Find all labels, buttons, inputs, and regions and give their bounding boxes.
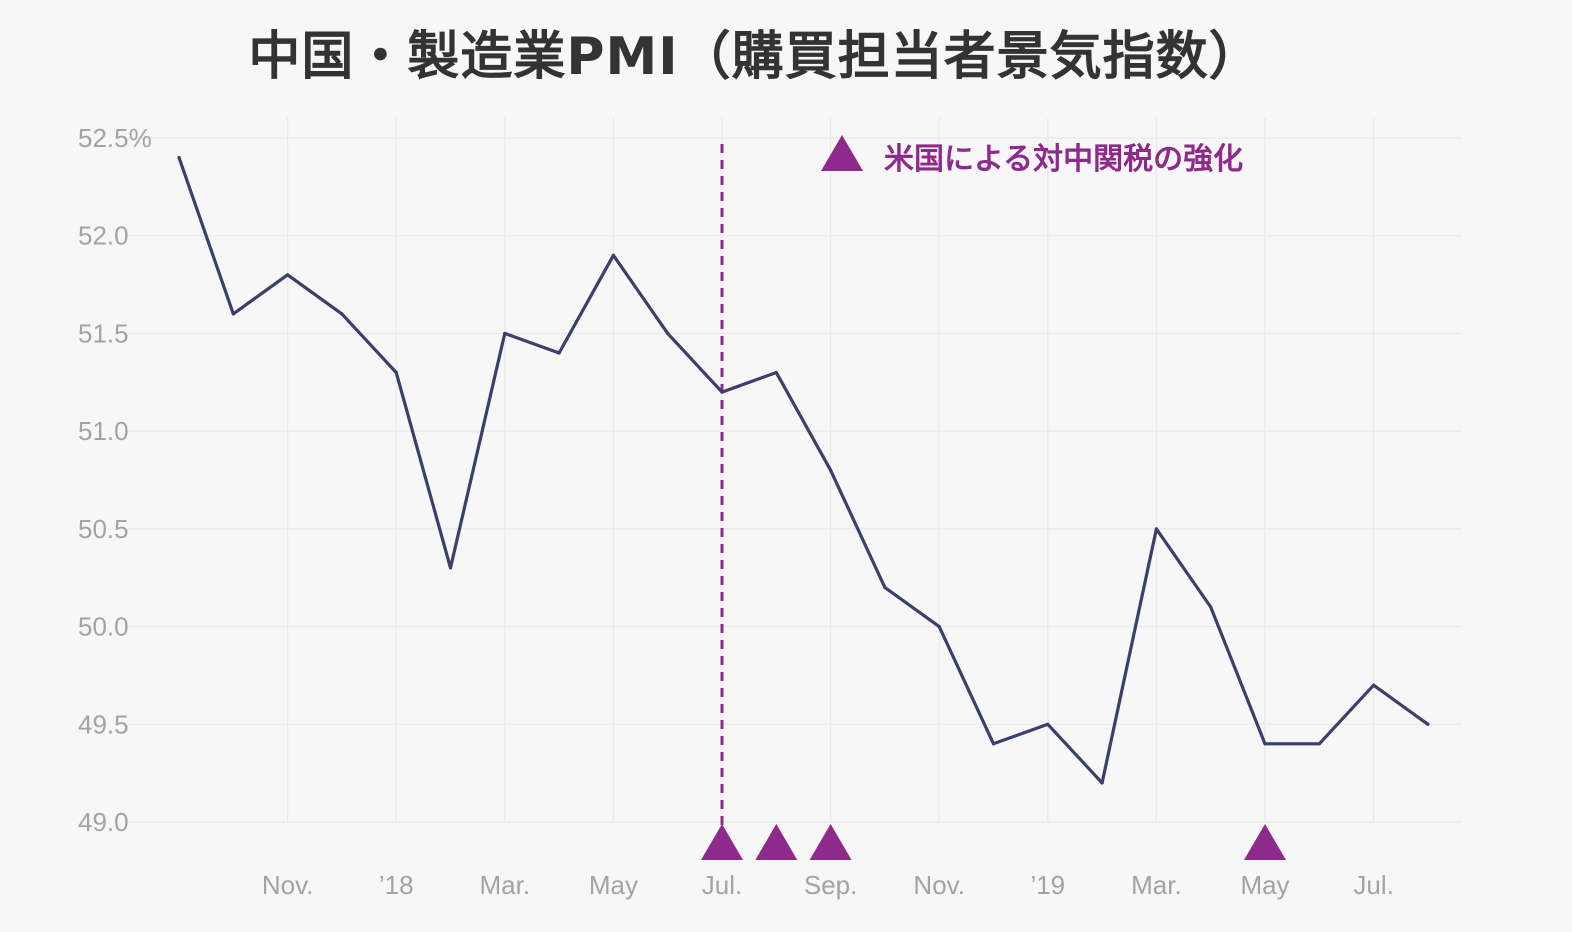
data-point xyxy=(1372,683,1376,687)
data-point xyxy=(1426,722,1430,726)
y-tick-label: 51.5 xyxy=(78,318,129,348)
x-tick-label: Mar. xyxy=(1131,870,1182,900)
series-layer xyxy=(177,155,1430,785)
data-point xyxy=(503,331,507,335)
data-point xyxy=(557,351,561,355)
x-tick-label: Nov. xyxy=(262,870,314,900)
tariff-marker-triangle xyxy=(1244,824,1286,860)
data-point xyxy=(666,331,670,335)
data-point xyxy=(774,370,778,375)
data-point xyxy=(394,370,398,375)
tariff-marker-triangle xyxy=(755,824,798,860)
y-tick-label: 51.0 xyxy=(78,416,129,446)
legend: 米国による対中関税の強化 xyxy=(821,135,1243,177)
data-point xyxy=(448,566,453,570)
data-point xyxy=(991,742,996,746)
data-point xyxy=(720,390,724,394)
data-point xyxy=(1046,722,1050,726)
tariff-markers xyxy=(701,824,1286,860)
tariff-marker-triangle xyxy=(809,824,852,860)
x-tick-label: Mar. xyxy=(480,870,531,900)
y-tick-label: 52.5% xyxy=(78,123,152,153)
data-point xyxy=(1263,742,1267,746)
data-point xyxy=(286,273,290,277)
data-point xyxy=(231,312,235,316)
legend-triangle-icon xyxy=(821,135,863,171)
data-point xyxy=(1100,781,1104,785)
x-tick-label: May xyxy=(589,870,638,900)
x-tick-label: May xyxy=(1240,870,1289,900)
legend-label: 米国による対中関税の強化 xyxy=(884,142,1243,177)
x-tick-label: Jul. xyxy=(702,870,742,900)
tariff-marker-triangle xyxy=(701,824,743,860)
x-tick-label: Jul. xyxy=(1353,870,1393,900)
series-line xyxy=(177,156,1429,785)
data-point xyxy=(340,312,344,316)
x-tick-label: ’18 xyxy=(379,870,414,900)
grid-layer xyxy=(128,118,1462,823)
x-axis: Nov. ’18 Mar. May Jul. Sep. Nov. ’19 Mar. May Jul. xyxy=(262,870,1394,900)
data-point xyxy=(1209,605,1213,609)
data-point xyxy=(177,155,181,160)
y-tick-label: 50.5 xyxy=(78,514,129,544)
y-tick-label: 52.0 xyxy=(78,221,129,251)
y-tick-label: 49.5 xyxy=(78,709,129,739)
x-tick-label: Sep. xyxy=(804,870,858,900)
data-point xyxy=(937,625,941,629)
chart-title: 中国・製造業PMI（購買担当者景気指数） xyxy=(248,27,1262,87)
data-point xyxy=(1154,527,1158,531)
data-point xyxy=(829,468,833,472)
data-point xyxy=(883,585,887,590)
x-tick-label: ’19 xyxy=(1030,870,1065,900)
x-tick-label: Nov. xyxy=(913,870,965,900)
data-point xyxy=(1317,742,1321,746)
data-point xyxy=(611,253,616,257)
y-tick-label: 49.0 xyxy=(78,807,129,837)
y-tick-label: 50.0 xyxy=(78,612,129,642)
y-axis: 49.0 49.5 50.0 50.5 51.0 51.5 52.0 52.5% xyxy=(78,123,152,837)
